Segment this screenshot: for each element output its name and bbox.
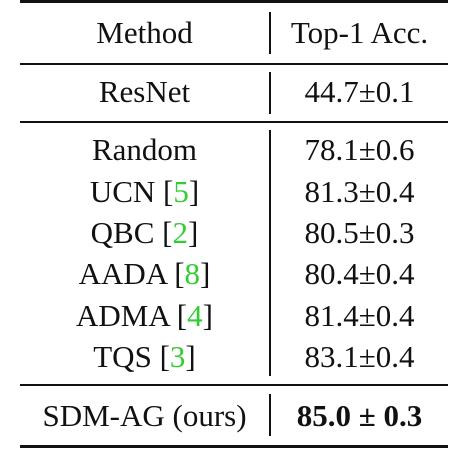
row-method-tqs: TQS [3] — [93, 339, 196, 374]
row-accuracy-ucn: 81.3±0.4 — [304, 174, 415, 209]
row-method-aada: AADA [8] — [78, 256, 211, 291]
baseline-accuracy: 44.7±0.1 — [304, 74, 415, 109]
column-separator-header — [269, 12, 271, 54]
row-accuracy-tqs: 83.1±0.4 — [304, 339, 415, 374]
row-method-adma: ADMA [4] — [76, 298, 213, 333]
method-name: ADMA — [76, 298, 170, 333]
column-separator-baseline — [269, 72, 271, 114]
method-name: TQS — [93, 339, 152, 374]
method-name: UCN — [89, 174, 156, 209]
citation-link[interactable]: 4 — [187, 298, 203, 333]
citation-link[interactable]: 8 — [184, 256, 201, 291]
baseline-method: ResNet — [98, 74, 191, 109]
header-rule — [20, 63, 448, 65]
column-separator-ours — [269, 394, 271, 436]
bottom-rule — [20, 445, 448, 448]
row-accuracy-aada: 80.4±0.4 — [304, 256, 415, 291]
column-separator-body — [269, 130, 271, 376]
row-accuracy-adma: 81.4±0.4 — [304, 298, 415, 333]
ours-rule — [20, 384, 448, 386]
method-name: Random — [91, 132, 198, 167]
method-name: AADA — [78, 256, 167, 291]
method-name: QBC — [90, 215, 155, 250]
header-method: Method — [96, 15, 193, 50]
row-accuracy-qbc: 80.5±0.3 — [304, 215, 415, 250]
baseline-rule — [20, 121, 448, 123]
ours-accuracy: 85.0 ± 0.3 — [296, 398, 423, 433]
row-accuracy-random: 78.1±0.6 — [304, 132, 415, 167]
citation-link[interactable]: 2 — [172, 215, 189, 250]
top-rule — [20, 0, 448, 3]
row-method-qbc: QBC [2] — [90, 215, 199, 250]
header-accuracy: Top-1 Acc. — [290, 15, 429, 50]
row-method-random: Random — [20, 134, 269, 165]
citation-link[interactable]: 5 — [173, 174, 189, 209]
citation-link[interactable]: 3 — [169, 339, 186, 374]
ours-method: SDM-AG (ours) — [42, 398, 247, 433]
row-method-ucn: UCN [5] — [89, 174, 200, 209]
